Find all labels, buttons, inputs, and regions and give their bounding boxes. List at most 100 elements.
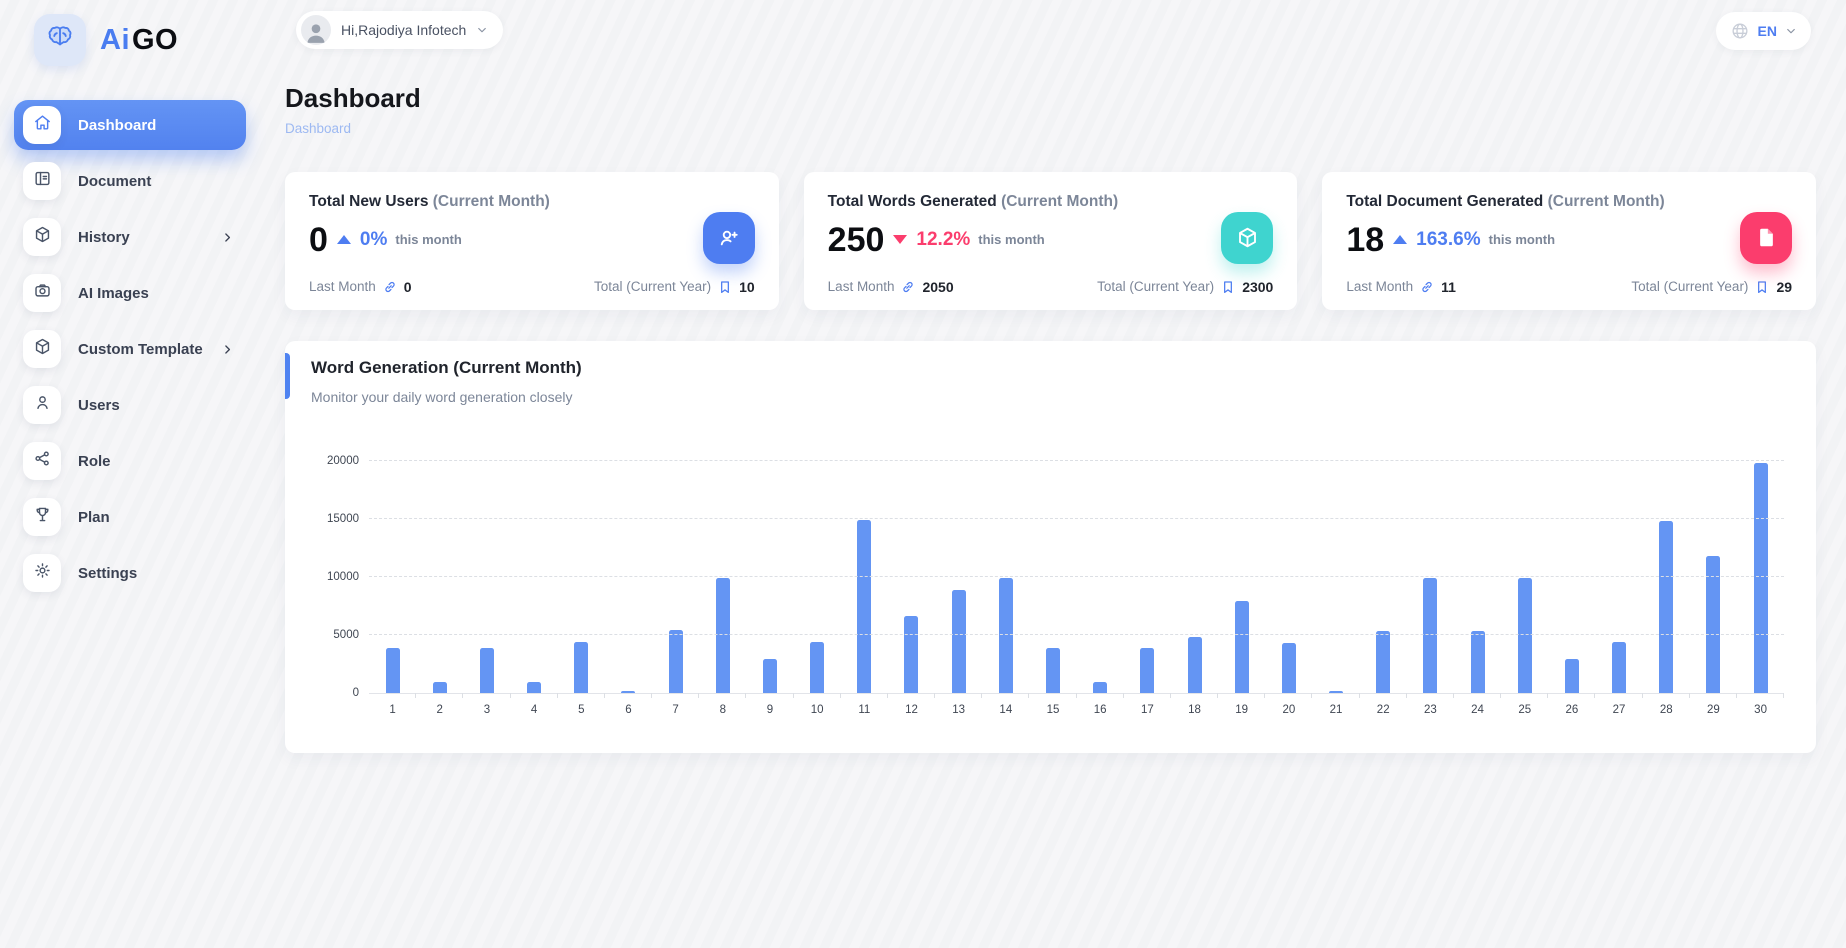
- total-label: Total (Current Year): [1097, 279, 1215, 295]
- sidebar-item-dashboard[interactable]: Dashboard: [14, 100, 246, 150]
- trend-down-icon: [893, 235, 908, 245]
- stat-percent: 12.2%: [916, 228, 971, 250]
- bar-column: [511, 461, 558, 698]
- chevron-right-icon: [221, 231, 234, 244]
- gear-icon: [33, 561, 52, 585]
- x-axis-label: 21: [1329, 703, 1343, 716]
- chevron-down-icon: [476, 24, 488, 36]
- bar: [1045, 647, 1060, 693]
- sidebar-item-plan[interactable]: Plan: [14, 492, 246, 542]
- bookmark-icon: [1220, 279, 1236, 295]
- x-axis-label: 10: [810, 703, 824, 716]
- sidebar-item-history[interactable]: History: [14, 212, 246, 262]
- stat-card: Total Words Generated (Current Month) 25…: [803, 171, 1298, 310]
- brain-icon: [44, 22, 76, 59]
- sidebar-item-settings[interactable]: Settings: [14, 548, 246, 598]
- bar-column: [888, 461, 936, 698]
- bar-column: [1407, 461, 1455, 698]
- x-axis-label: 1: [389, 703, 396, 716]
- brand-logo: [34, 14, 86, 66]
- y-axis-label: 20000: [327, 454, 359, 467]
- x-axis-label: 20: [1282, 703, 1296, 716]
- sidebar-item-label: Settings: [78, 564, 138, 582]
- brand-name-go: GO: [132, 23, 179, 56]
- x-axis-label: 6: [625, 703, 632, 716]
- stat-value: 0: [309, 220, 328, 259]
- user-greeting: Hi,Rajodiya Infotech: [341, 22, 467, 38]
- total-label: Total (Current Year): [594, 279, 712, 295]
- page-title: Dashboard: [285, 83, 421, 113]
- trophy-icon: [33, 505, 52, 529]
- bar: [621, 690, 636, 693]
- language-selector[interactable]: EN: [1715, 12, 1811, 50]
- bar-column: [558, 461, 606, 698]
- total-label: Total (Current Year): [1631, 279, 1749, 295]
- bar-column: [1029, 461, 1077, 698]
- bar: [1281, 643, 1296, 693]
- user-menu[interactable]: Hi,Rajodiya Infotech: [296, 11, 504, 49]
- sidebar-item-users[interactable]: Users: [14, 380, 246, 430]
- bar-column: [1595, 461, 1643, 698]
- x-axis-label: 26: [1565, 703, 1579, 716]
- x-axis-label: 13: [952, 703, 966, 716]
- chart-card: Word Generation (Current Month) Monitor …: [285, 340, 1816, 753]
- document-icon: [33, 169, 52, 193]
- bar: [1659, 521, 1674, 693]
- bar: [432, 682, 447, 693]
- stat-period: this month: [978, 232, 1045, 248]
- language-code: EN: [1757, 23, 1777, 39]
- sidebar-item-label: Role: [78, 452, 111, 470]
- bar: [479, 647, 494, 693]
- bar: [762, 659, 777, 693]
- bookmark-icon: [1754, 279, 1770, 295]
- trend-up-icon: [1393, 235, 1408, 245]
- sidebar-item-custom-template[interactable]: Custom Template: [14, 324, 246, 374]
- stat-card: Total New Users (Current Month) 0 0% thi…: [285, 171, 779, 310]
- bar: [857, 520, 872, 693]
- chevron-down-icon: [1785, 25, 1797, 37]
- stat-card: Total Document Generated (Current Month)…: [1322, 171, 1817, 310]
- bar-column: [1265, 461, 1313, 698]
- bar: [904, 616, 919, 693]
- total-value: 10: [739, 278, 755, 295]
- stat-title: Total Document Generated: [1346, 192, 1544, 210]
- gridline: [369, 459, 1784, 461]
- x-axis-label: 2: [436, 703, 443, 716]
- bar-column: [841, 461, 889, 698]
- bar: [1329, 691, 1344, 693]
- bar: [385, 647, 400, 693]
- stat-value: 18: [1346, 220, 1385, 259]
- sidebar-item-label: Document: [78, 172, 152, 190]
- avatar: [301, 15, 331, 45]
- bar-column: [1454, 461, 1502, 698]
- sidebar-item-document[interactable]: Document: [14, 156, 246, 206]
- x-axis-label: 15: [1046, 703, 1060, 716]
- brand-name: Ai GO: [100, 24, 178, 57]
- sidebar-item-label: Dashboard: [78, 116, 157, 134]
- gridline: [369, 517, 1784, 519]
- sidebar-item-role[interactable]: Role: [14, 436, 246, 486]
- sidebar-item-ai-images[interactable]: AI Images: [14, 268, 246, 318]
- x-axis-label: 24: [1471, 703, 1484, 716]
- breadcrumb[interactable]: Dashboard: [285, 120, 352, 136]
- stat-period: this month: [395, 232, 462, 248]
- x-axis-label: 9: [766, 703, 774, 716]
- x-axis-label: 5: [578, 703, 585, 716]
- link-icon: [382, 279, 398, 295]
- bar: [1423, 578, 1438, 693]
- brand-name-ai: Ai: [100, 23, 130, 56]
- bar-column: [1218, 461, 1266, 698]
- bar-column: [1360, 461, 1407, 698]
- bar: [1564, 659, 1579, 693]
- bar-column: [1690, 461, 1738, 698]
- x-axis-label: 29: [1707, 703, 1720, 716]
- bar: [1706, 556, 1721, 693]
- stat-percent: 163.6%: [1416, 228, 1481, 250]
- sidebar-item-label: Users: [78, 396, 120, 414]
- bar: [998, 578, 1013, 693]
- stat-period: this month: [1488, 232, 1556, 248]
- gridline: [369, 575, 1784, 577]
- x-axis-label: 30: [1754, 703, 1767, 716]
- bar: [1612, 641, 1627, 693]
- sidebar-item-label: History: [78, 228, 130, 246]
